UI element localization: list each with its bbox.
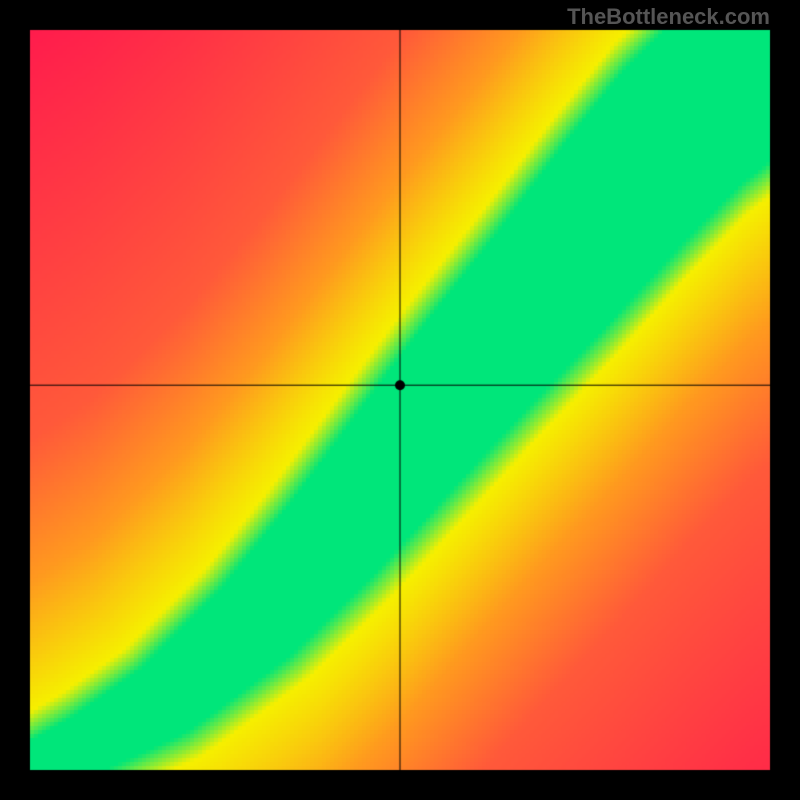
watermark-text: TheBottleneck.com (567, 4, 770, 30)
heatmap-canvas (0, 0, 800, 800)
